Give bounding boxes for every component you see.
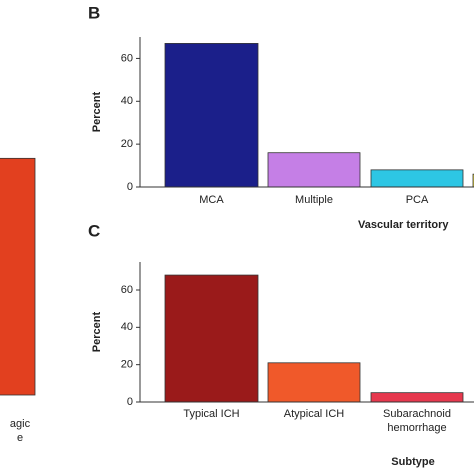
x-axis-label: Subtype <box>391 456 434 468</box>
x-tick-label: MCA <box>199 194 224 206</box>
panel-label: C <box>88 221 100 240</box>
y-tick-label: 60 <box>121 284 133 296</box>
bar <box>370 392 464 403</box>
y-axis-label: Percent <box>91 311 103 352</box>
bar <box>164 43 259 188</box>
y-tick-label: 60 <box>121 52 133 64</box>
bar <box>0 157 36 396</box>
bar <box>370 169 464 188</box>
x-tick-label: Multiple <box>295 194 333 206</box>
y-tick-label: 0 <box>127 396 133 408</box>
bar <box>267 152 361 188</box>
y-tick-label: 20 <box>121 138 133 150</box>
x-tick-label: Atypical ICH <box>284 408 345 420</box>
x-tick-label: Typical ICH <box>183 408 239 420</box>
x-tick-label: PCA <box>406 194 429 206</box>
x-axis-label: Vascular territory <box>358 219 449 231</box>
y-tick-label: 40 <box>121 321 133 333</box>
y-tick-label: 20 <box>121 359 133 371</box>
y-axis-label: Percent <box>91 91 103 132</box>
bar <box>164 274 259 403</box>
panel-0 <box>0 157 36 396</box>
bar <box>267 362 361 403</box>
panel-1: 0 20 40 60 B Percent Vascular territory <box>88 3 474 231</box>
y-tick-label: 40 <box>121 95 133 107</box>
panel-2: 0 20 40 60 C Percent Subtype <box>88 221 474 468</box>
panel-label: B <box>88 3 100 22</box>
y-tick-label: 0 <box>127 181 133 193</box>
x-tick-label: Subarachnoid hemorrhage <box>383 408 451 434</box>
x-tick-label: agic e <box>10 418 31 444</box>
